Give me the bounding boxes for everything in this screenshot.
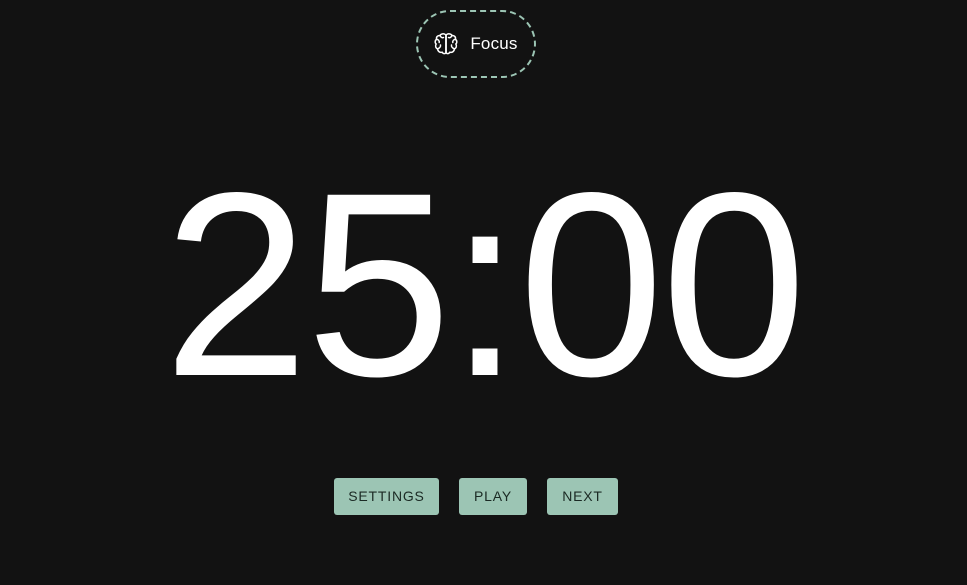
mode-indicator: Focus — [416, 10, 536, 78]
mode-label: Focus — [470, 34, 518, 53]
timer-display: 25:00 — [163, 138, 807, 431]
timer-controls: SETTINGS PLAY NEXT — [0, 478, 967, 515]
brain-icon — [432, 30, 460, 58]
settings-button[interactable]: SETTINGS — [334, 478, 439, 515]
play-button[interactable]: PLAY — [459, 478, 527, 515]
next-button[interactable]: NEXT — [547, 478, 618, 515]
